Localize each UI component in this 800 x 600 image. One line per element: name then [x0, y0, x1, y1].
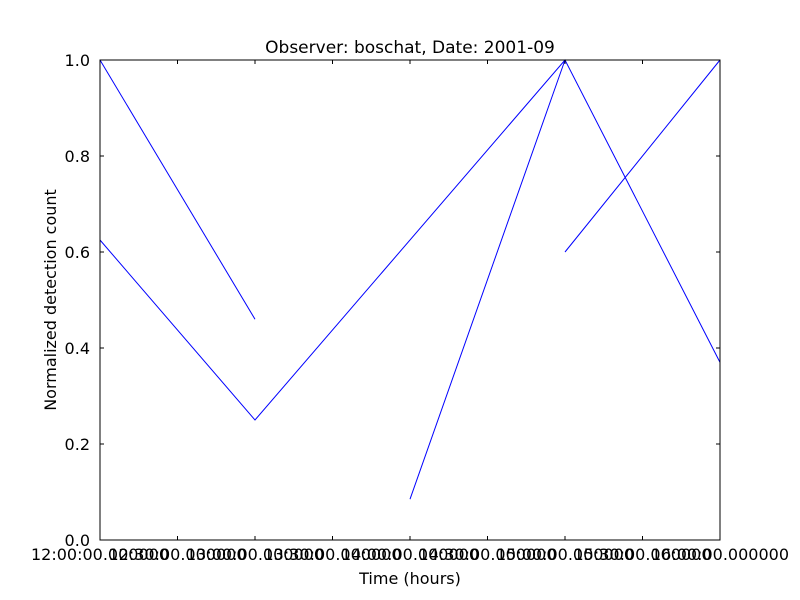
x-tick-label: 16:00:00.000000	[651, 545, 789, 564]
y-axis-label: Normalized detection count	[41, 189, 60, 411]
series-layer	[99, 59, 721, 500]
x-tick-label: 12:30:00.000000	[108, 545, 246, 564]
chart-title: Observer: boschat, Date: 2001-09	[265, 38, 555, 58]
x-tick-label: 15:30:00.000000	[573, 545, 711, 564]
y-tick-label: 0.4	[65, 339, 90, 358]
x-tick-label: 14:00:00.000000	[341, 545, 479, 564]
tick-layer: 12:00:00.00000012:30:00.00000013:00:00.0…	[31, 51, 789, 564]
y-tick-label: 0.8	[65, 147, 90, 166]
y-tick-label: 0.0	[65, 531, 90, 550]
x-tick-label: 14:30:00.000000	[418, 545, 556, 564]
y-tick-label: 1.0	[65, 51, 90, 70]
x-axis-label: Time (hours)	[358, 569, 461, 588]
plot-frame	[99, 59, 721, 541]
x-tick-label: 12:00:00.000000	[31, 545, 169, 564]
series-line-2	[99, 59, 721, 421]
series-line-3	[409, 59, 566, 500]
y-tick-label: 0.6	[65, 243, 90, 262]
y-tick-label: 0.2	[65, 435, 90, 454]
series-line-1	[99, 59, 256, 320]
series-line-4	[564, 59, 721, 253]
x-tick-label: 13:00:00.000000	[186, 545, 324, 564]
x-tick-label: 15:00:00.000000	[496, 545, 634, 564]
x-tick-label: 13:30:00.000000	[263, 545, 401, 564]
